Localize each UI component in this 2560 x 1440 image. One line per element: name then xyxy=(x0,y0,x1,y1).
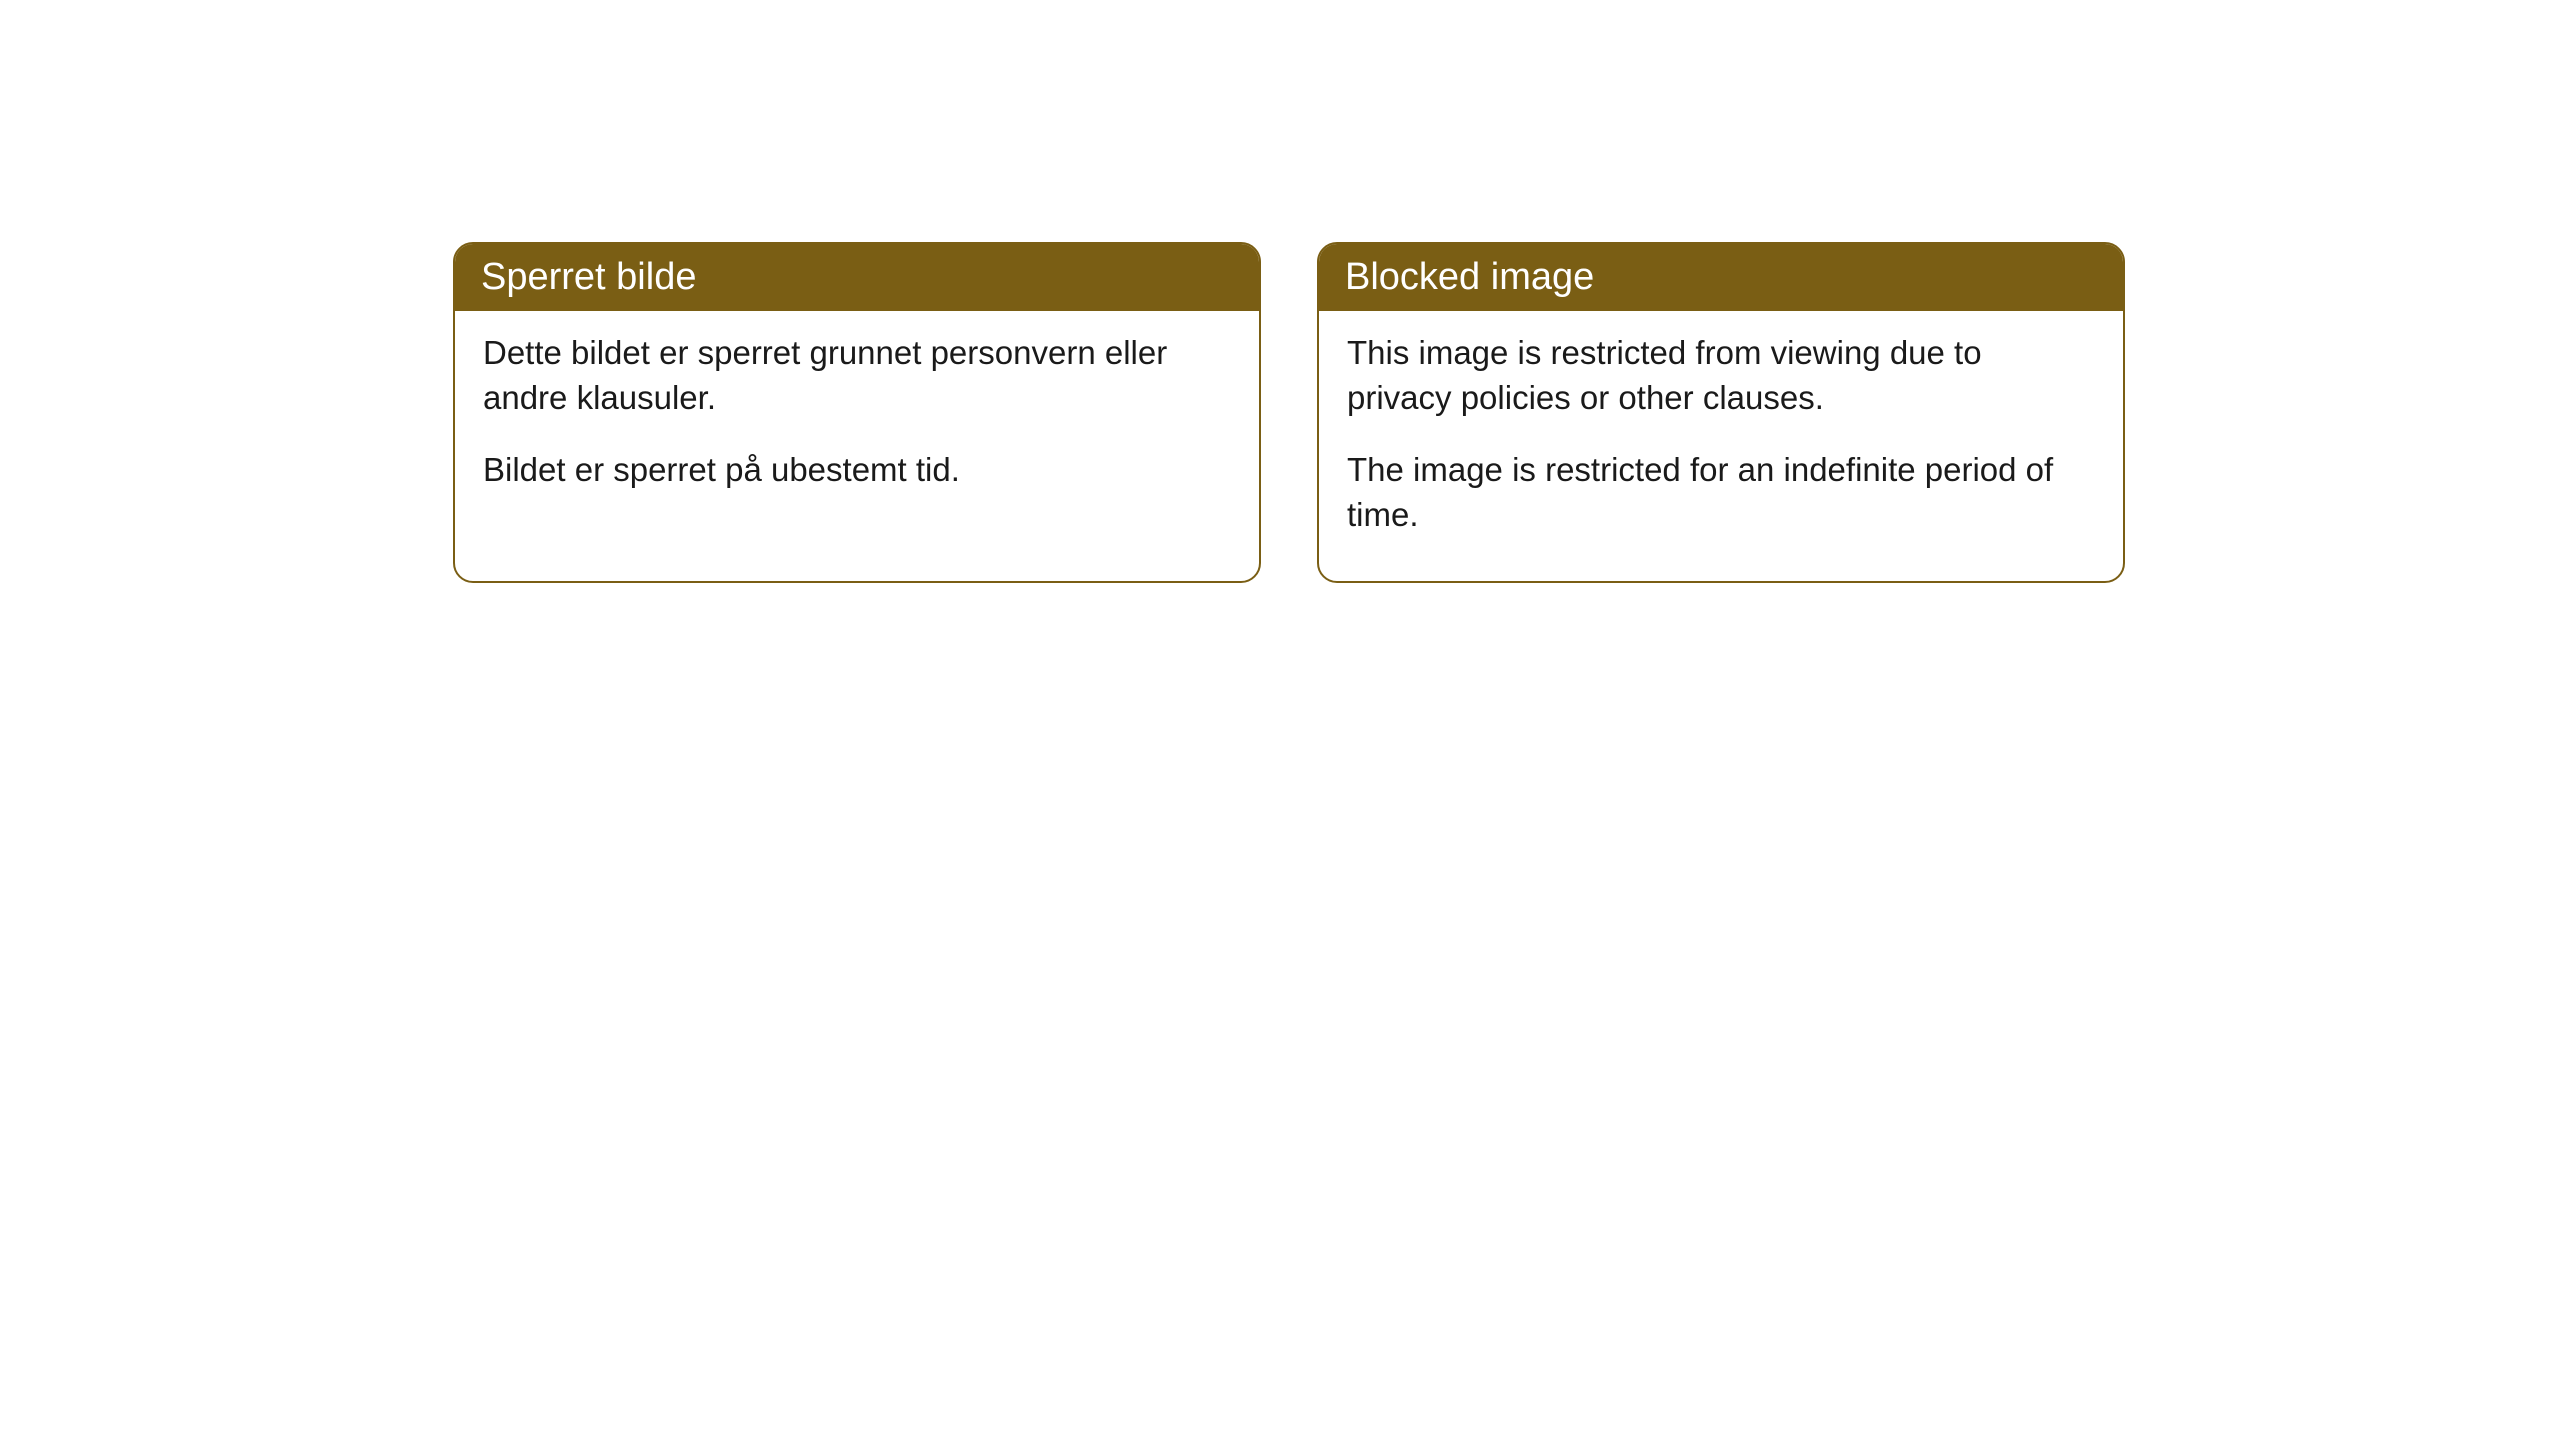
card-paragraph: Dette bildet er sperret grunnet personve… xyxy=(483,331,1231,420)
card-body: This image is restricted from viewing du… xyxy=(1319,311,2123,581)
card-header: Blocked image xyxy=(1319,244,2123,311)
card-paragraph: This image is restricted from viewing du… xyxy=(1347,331,2095,420)
card-paragraph: Bildet er sperret på ubestemt tid. xyxy=(483,448,1231,493)
notice-card-english: Blocked image This image is restricted f… xyxy=(1317,242,2125,583)
card-header: Sperret bilde xyxy=(455,244,1259,311)
card-title: Blocked image xyxy=(1345,256,1594,298)
card-body: Dette bildet er sperret grunnet personve… xyxy=(455,311,1259,537)
notice-cards-container: Sperret bilde Dette bildet er sperret gr… xyxy=(453,242,2125,583)
card-title: Sperret bilde xyxy=(481,256,696,298)
card-paragraph: The image is restricted for an indefinit… xyxy=(1347,448,2095,537)
notice-card-norwegian: Sperret bilde Dette bildet er sperret gr… xyxy=(453,242,1261,583)
